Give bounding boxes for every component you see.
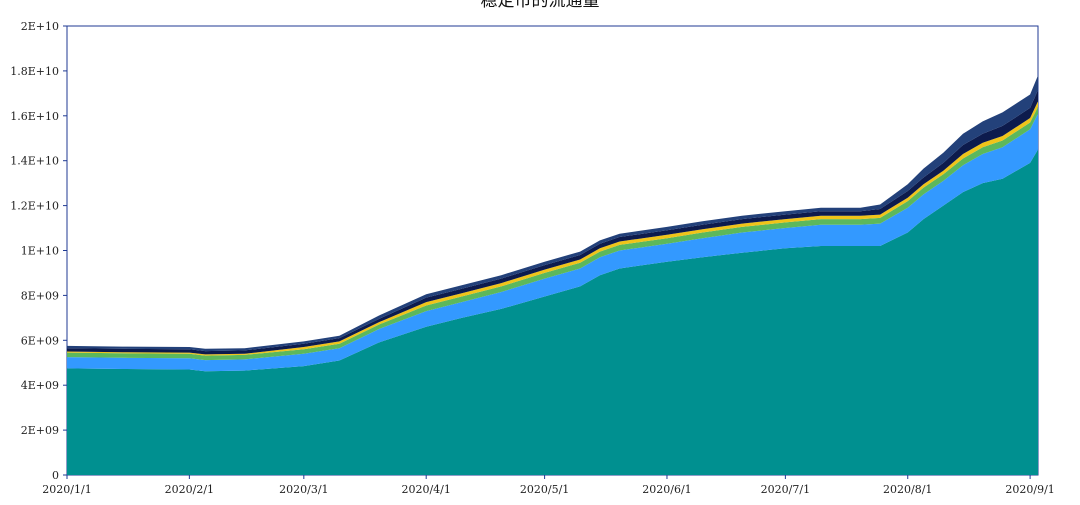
x-tick-label: 2020/7/1 [761,483,810,496]
x-tick-label: 2020/8/1 [883,483,932,496]
y-axis: 0 2E+09 4E+09 6E+09 8E+09 1E+10 1.2E+10 1.4E+10… [10,20,67,482]
y-tick-label: 0 [52,469,59,482]
y-tick-label: 6E+09 [21,334,59,347]
area-series-group [67,75,1038,475]
x-axis: 2020/1/1 2020/2/1 2020/3/1 2020/4/1 2020/5/1… [42,475,1055,496]
y-tick-label: 2E+10 [21,20,59,33]
x-tick-label: 2020/9/1 [1005,483,1054,496]
area-series-1 [67,149,1038,475]
x-tick-label: 2020/3/1 [279,483,328,496]
y-tick-label: 1.6E+10 [10,110,59,123]
x-tick-label: 2020/4/1 [401,483,450,496]
x-tick-label: 2020/2/1 [165,483,214,496]
area-series-2 [67,113,1038,372]
x-tick-label: 2020/1/1 [42,483,91,496]
chart-title: 稳定币的流通量 [481,0,600,11]
y-tick-label: 1.4E+10 [10,155,59,168]
y-tick-label: 4E+09 [21,379,59,392]
x-tick-label: 2020/6/1 [642,483,691,496]
y-tick-label: 8E+09 [21,289,59,302]
y-tick-label: 2E+09 [21,424,59,437]
y-tick-label: 1E+10 [21,245,59,258]
y-tick-label: 1.8E+10 [10,65,59,78]
x-tick-label: 2020/5/1 [520,483,569,496]
y-tick-label: 1.2E+10 [10,200,59,213]
